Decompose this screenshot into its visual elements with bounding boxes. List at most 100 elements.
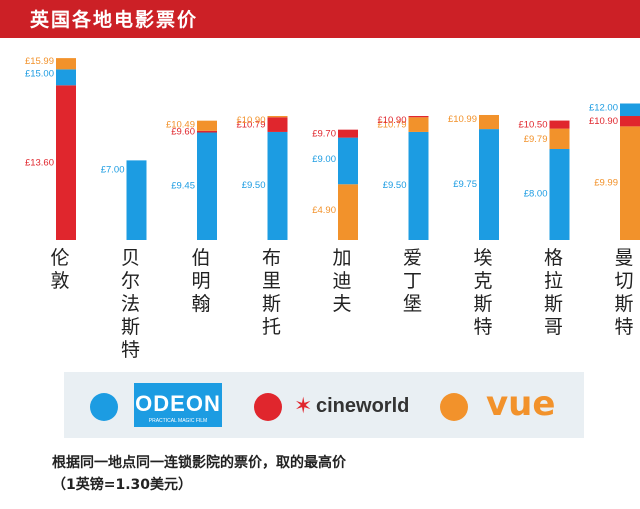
category-label-char: 格 [544,247,563,269]
category-label-char: 特 [121,339,140,361]
data-label: £9.50 [242,180,266,191]
category-label-char: 克 [473,270,492,292]
bar-segment [56,69,76,86]
bar-segment [408,116,429,118]
cineworld-logo-text: cineworld [316,395,409,417]
category-label-char: 斯 [544,293,563,315]
category-label-char: 堡 [403,293,422,315]
bar-segment [338,137,358,185]
data-label: £10.79 [236,120,265,131]
cineworld-star-icon: ✶ [294,394,312,419]
data-label: £9.70 [312,129,336,140]
odeon-logo-text: ODEON [135,391,221,416]
footnote: 根据同一地点同一连锁影院的票价，取的最高价 （1英镑=1.30美元） [52,452,346,496]
bar-segment [56,58,76,70]
category-label-char: 斯 [262,293,281,315]
data-label: £9.60 [171,127,195,138]
category-label-char: 托 [262,316,281,338]
category-label-char: 里 [262,270,281,292]
odeon-logo-background [134,383,222,427]
title-bar: 英国各地电影票价 [0,0,640,38]
category-label-char: 加 [332,247,351,269]
category-label-char: 特 [614,316,633,338]
data-label: £9.50 [383,180,407,191]
vue-logo-text: vue [486,384,555,424]
bar-segment [479,114,499,130]
chart-title: 英国各地电影票价 [30,9,199,31]
footnote-line-2: （1英镑=1.30美元） [52,477,193,493]
category-label-char: 尔 [121,270,140,292]
data-label: £10.90 [377,115,406,126]
category-label-char: 埃 [473,247,492,269]
bar-segment [267,131,288,240]
category-label-char: 曼 [614,247,633,269]
legend-odeon-dot [90,393,118,421]
category-label-char: 爱 [403,247,422,269]
data-label: £15.99 [25,56,54,67]
data-label: £7.00 [101,164,125,175]
category-label-char: 特 [473,316,492,338]
data-label: £9.45 [171,180,195,191]
data-label: £15.00 [25,68,54,79]
bar-segment [620,103,640,117]
category-label-char: 布 [262,247,281,269]
category-label-char: 法 [121,293,140,315]
data-label: £9.99 [594,177,618,188]
bar-segment [338,184,358,240]
legend-vue-dot [440,393,468,421]
bar-segment [620,126,640,240]
category-label-char: 斯 [121,316,140,338]
data-label: £13.60 [25,158,54,169]
bar-segment [197,130,217,133]
data-label: £8.00 [524,188,548,199]
data-label: £10.49 [166,120,195,131]
category-label-char: 明 [191,270,210,292]
category-label-char: 丁 [403,270,422,292]
category-label-char: 哥 [544,316,563,338]
category-label-char: 敦 [50,270,69,292]
category-label-char: 贝 [121,247,140,269]
data-label: £10.99 [448,114,477,125]
category-label-char: 拉 [544,270,563,292]
bar-segment [408,131,429,240]
data-label: £10.79 [377,120,406,131]
data-label: £9.00 [312,154,336,165]
bar-segment [620,116,640,127]
category-label-char: 斯 [614,293,633,315]
category-label-char: 迪 [332,270,351,292]
bar-segment [197,120,217,131]
bar-segment [549,128,570,149]
bar-segment [56,85,76,240]
data-label: £10.90 [236,115,265,126]
category-label-char: 伦 [50,247,69,269]
bar-segment [126,160,147,240]
bar-segment [197,132,217,240]
cineworld-logo: ✶ cineworld [294,394,409,419]
data-label: £4.90 [312,205,336,216]
bar-segment [549,149,570,240]
data-label: £10.90 [589,116,618,127]
bar-chart: £13.60£15.00£15.99伦敦£7.00贝尔法斯特£9.45£9.60… [25,56,640,361]
bar-segment [267,117,288,132]
category-label-char: 斯 [473,293,492,315]
data-label: £10.50 [518,120,547,131]
data-label: £9.75 [453,179,477,190]
legend-cineworld-dot [254,393,282,421]
bar-segment [408,117,429,132]
vue-logo: vue [486,384,555,424]
category-label-char: 切 [614,270,633,292]
footnote-line-1: 根据同一地点同一连锁影院的票价，取的最高价 [52,455,346,471]
category-label-char: 夫 [332,293,351,315]
bar-segment [479,129,499,240]
legend: ODEON PRACTICAL MAGIC FILM ✶ cineworld v… [64,372,584,438]
data-label: £9.79 [524,134,548,145]
category-label-char: 伯 [191,247,210,269]
bar-segment [549,120,570,129]
data-label: £12.00 [589,103,618,114]
bar-segment [338,129,358,138]
odeon-logo: ODEON PRACTICAL MAGIC FILM [134,383,222,427]
odeon-logo-subtext: PRACTICAL MAGIC FILM [149,418,207,424]
category-label-char: 翰 [191,293,210,315]
bar-segment [267,116,288,118]
